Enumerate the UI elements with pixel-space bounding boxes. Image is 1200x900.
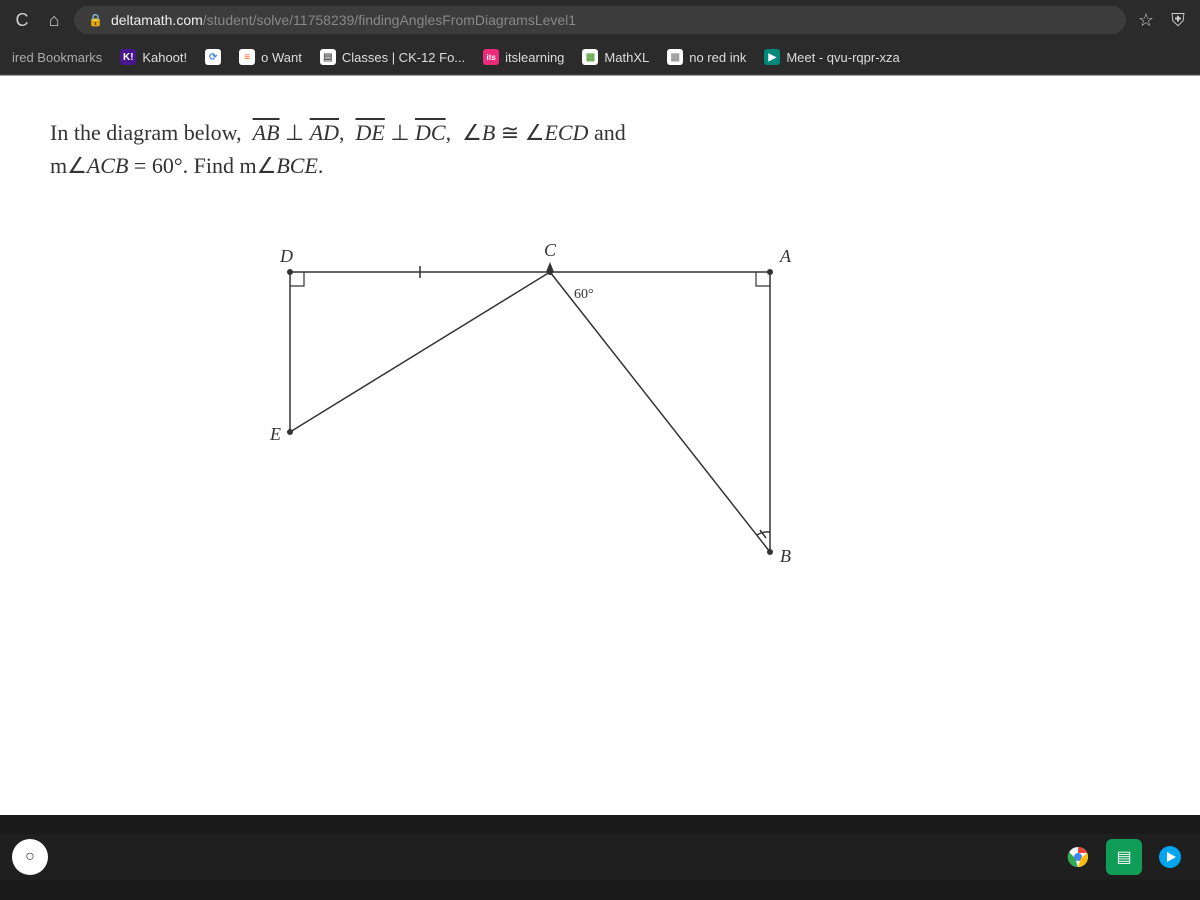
play-icon[interactable]	[1152, 839, 1188, 875]
taskbar-right: ▤	[1060, 839, 1188, 875]
list-icon: ≡	[239, 49, 255, 65]
line-ec	[290, 272, 550, 432]
bookmark-star-icon[interactable]: ☆	[1134, 10, 1158, 31]
label-c: C	[544, 240, 557, 260]
point-e	[287, 429, 293, 435]
bookmark-kahoot[interactable]: K! Kahoot!	[120, 49, 187, 65]
segment-ad: AD	[310, 120, 339, 145]
angle-symbol: ∠	[462, 120, 482, 145]
measure-prefix: m∠	[240, 153, 277, 178]
page-content: In the diagram below, AB ⊥ AD, DE ⊥ DC, …	[0, 75, 1200, 815]
line-cb	[550, 272, 770, 552]
point-d	[287, 269, 293, 275]
url-path: /student/solve/11758239/findingAnglesFro…	[203, 12, 576, 28]
period: .	[318, 153, 324, 178]
point-b	[767, 549, 773, 555]
url-text: deltamath.com/student/solve/11758239/fin…	[111, 12, 576, 28]
angle-bce: BCE	[276, 153, 318, 178]
bookmark-spinner[interactable]: ⟳	[205, 49, 221, 65]
address-bar[interactable]: 🔒 deltamath.com/student/solve/11758239/f…	[74, 6, 1126, 34]
shield-icon[interactable]: ⛨	[1166, 10, 1190, 31]
reload-icon[interactable]: C	[10, 10, 34, 31]
bookmarks-bar: ired Bookmarks K! Kahoot! ⟳ ≡ o Want ▤ C…	[0, 40, 1200, 74]
bookmark-ck12[interactable]: ▤ Classes | CK-12 Fo...	[320, 49, 465, 65]
bookmark-owant[interactable]: ≡ o Want	[239, 49, 302, 65]
angle-b: B	[482, 120, 495, 145]
angle-ecd: ECD	[544, 120, 588, 145]
bookmark-label: o Want	[261, 50, 302, 65]
segment-de: DE	[356, 120, 385, 145]
segment-ab: AB	[253, 120, 280, 145]
bookmark-itslearning[interactable]: its itslearning	[483, 49, 564, 65]
point-a	[767, 269, 773, 275]
bookmark-meet[interactable]: ▶ Meet - qvu-rqpr-xza	[764, 49, 899, 65]
meet-icon: ▶	[764, 49, 780, 65]
congruent-symbol: ≅	[501, 120, 519, 145]
home-icon[interactable]: ⌂	[42, 10, 66, 31]
url-domain: deltamath.com	[111, 12, 203, 28]
bookmark-noredink[interactable]: ▦ no red ink	[667, 49, 746, 65]
bookmarks-label: ired Bookmarks	[12, 50, 102, 65]
label-d: D	[279, 246, 293, 266]
sixty-deg: 60°	[152, 153, 183, 178]
grid-icon: ▦	[582, 49, 598, 65]
doc-icon: ▤	[320, 49, 336, 65]
segment-dc: DC	[415, 120, 446, 145]
bookmark-label: Classes | CK-12 Fo...	[342, 50, 465, 65]
grid-icon: ▦	[667, 49, 683, 65]
bookmark-label: itslearning	[505, 50, 564, 65]
problem-intro: In the diagram below,	[50, 120, 242, 145]
angle-symbol: ∠	[525, 120, 545, 145]
spinner-icon: ⟳	[205, 49, 221, 65]
files-icon[interactable]: ▤	[1106, 839, 1142, 875]
and-text: and	[594, 120, 626, 145]
angle-60-label: 60°	[574, 287, 594, 302]
chrome-icon[interactable]	[1060, 839, 1096, 875]
its-icon: its	[483, 49, 499, 65]
perp-symbol: ⊥	[390, 120, 409, 145]
perp-symbol: ⊥	[285, 120, 304, 145]
kahoot-icon: K!	[120, 49, 136, 65]
point-c	[547, 269, 553, 275]
find-text: Find	[194, 153, 234, 178]
browser-chrome: C ⌂ 🔒 deltamath.com/student/solve/117582…	[0, 0, 1200, 75]
angle-acb: ACB	[87, 153, 129, 178]
bookmark-label: Kahoot!	[142, 50, 187, 65]
period: .	[183, 153, 189, 178]
bookmark-label: MathXL	[604, 50, 649, 65]
geometry-diagram: 60° D C A E B	[230, 212, 830, 612]
taskbar: ○ ▤	[0, 834, 1200, 880]
label-e: E	[269, 424, 281, 444]
equals: =	[134, 153, 146, 178]
bookmark-label: Meet - qvu-rqpr-xza	[786, 50, 899, 65]
label-b: B	[780, 546, 791, 566]
label-a: A	[779, 246, 792, 266]
measure-prefix: m∠	[50, 153, 87, 178]
lock-icon: 🔒	[88, 13, 103, 27]
comma: ,	[339, 120, 345, 145]
angle-tick-b	[760, 530, 766, 538]
address-bar-row: C ⌂ 🔒 deltamath.com/student/solve/117582…	[0, 0, 1200, 40]
launcher-icon[interactable]: ○	[12, 839, 48, 875]
problem-statement: In the diagram below, AB ⊥ AD, DE ⊥ DC, …	[50, 116, 1150, 182]
bookmark-label: no red ink	[689, 50, 746, 65]
bookmark-mathxl[interactable]: ▦ MathXL	[582, 49, 649, 65]
diagram-svg: 60° D C A E B	[230, 212, 830, 612]
comma: ,	[446, 120, 452, 145]
